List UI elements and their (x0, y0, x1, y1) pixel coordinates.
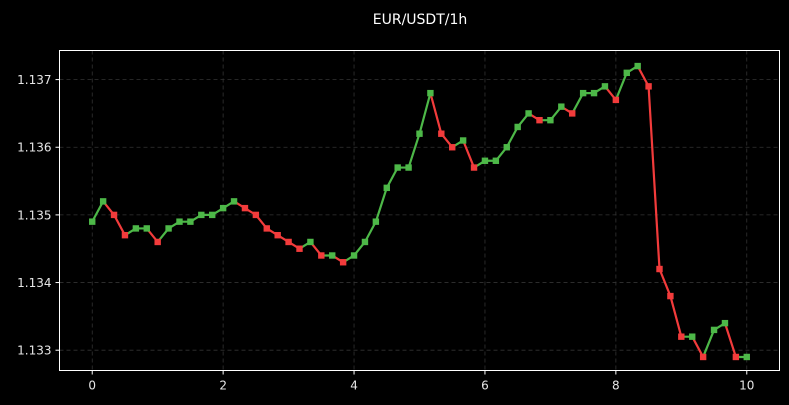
y-tick-label: 1.137 (17, 73, 51, 87)
data-point (743, 353, 750, 361)
data-point (710, 326, 718, 334)
data-point (732, 353, 740, 361)
data-point (296, 245, 303, 252)
data-point (143, 225, 150, 232)
data-point (514, 123, 521, 131)
y-tick-label: 1.136 (17, 141, 51, 155)
line-segment (614, 71, 628, 101)
data-point (678, 333, 685, 340)
line-segment (462, 139, 476, 169)
data-point (645, 83, 652, 90)
data-point (634, 62, 641, 70)
plot-area-frame (59, 50, 780, 371)
data-point (307, 238, 314, 246)
data-point (165, 225, 172, 232)
data-point (470, 164, 478, 171)
data-point (427, 89, 434, 97)
line-segment (702, 328, 716, 359)
line-segment (112, 213, 127, 237)
data-point (569, 110, 576, 117)
data-point (230, 198, 238, 205)
data-point (558, 103, 565, 110)
data-point (689, 333, 696, 340)
data-point (350, 252, 358, 259)
line-segment (418, 92, 432, 135)
data-point (154, 238, 161, 246)
line-segment (669, 294, 683, 338)
data-point (99, 198, 107, 205)
data-point (579, 89, 587, 97)
data-point (416, 130, 423, 137)
x-tick-label: 10 (739, 379, 754, 393)
line-segment (91, 200, 105, 223)
data-point (187, 218, 194, 225)
data-point (623, 69, 630, 77)
data-point (263, 225, 270, 232)
data-point (492, 157, 500, 164)
line-segment (647, 85, 661, 271)
data-point (121, 231, 129, 239)
x-tick-label: 2 (219, 379, 227, 393)
data-point (241, 204, 249, 212)
data-point (536, 116, 543, 124)
line-segment (374, 186, 388, 223)
data-point (274, 231, 281, 239)
line-segment (407, 132, 421, 169)
line-segment (658, 267, 672, 298)
chart-title: EUR/USDT/1h (373, 12, 468, 28)
line-segment (571, 92, 585, 115)
data-point (372, 218, 380, 225)
data-point (459, 137, 467, 144)
data-point (547, 116, 554, 124)
data-point (503, 144, 510, 151)
data-point (590, 89, 598, 97)
data-point (318, 252, 325, 259)
data-point (329, 252, 336, 259)
axes: 0 2 4 6 8 10 1.133 1.134 1.135 1.136 1.137 (17, 73, 754, 392)
x-tick-label: 4 (350, 379, 358, 393)
x-tick-label: 0 (88, 379, 96, 393)
line-segment (691, 335, 705, 359)
data-point (339, 259, 347, 266)
data-point (110, 211, 118, 219)
data-point (699, 353, 707, 361)
line-segment (363, 220, 377, 244)
line-segment (636, 64, 650, 88)
data-point (198, 211, 205, 219)
data-point (667, 292, 674, 300)
data-point (132, 225, 140, 232)
data-point (601, 83, 609, 90)
line-segment (429, 92, 443, 135)
data-point (449, 144, 456, 151)
data-point (438, 130, 445, 137)
line-segment (723, 322, 737, 359)
data-point (481, 157, 489, 164)
data-point (612, 96, 620, 104)
line-segment (505, 125, 519, 149)
price-markers (89, 62, 750, 361)
data-point (361, 238, 369, 246)
line-segment (385, 166, 399, 189)
x-tick-label: 6 (481, 379, 489, 393)
y-tick-label: 1.134 (17, 276, 51, 290)
data-point (209, 211, 216, 219)
data-point (252, 211, 260, 219)
y-tick-label: 1.133 (17, 344, 51, 358)
data-point (525, 110, 532, 117)
data-point (721, 319, 729, 327)
data-point (405, 164, 412, 171)
y-tick-label: 1.135 (17, 208, 51, 222)
data-point (656, 265, 663, 273)
data-point (394, 164, 401, 171)
grid-lines (59, 50, 780, 371)
x-tick-label: 8 (612, 379, 620, 393)
data-point (383, 184, 390, 192)
data-point (285, 238, 292, 246)
data-point (89, 218, 96, 225)
data-point (176, 218, 183, 225)
data-point (219, 204, 227, 212)
